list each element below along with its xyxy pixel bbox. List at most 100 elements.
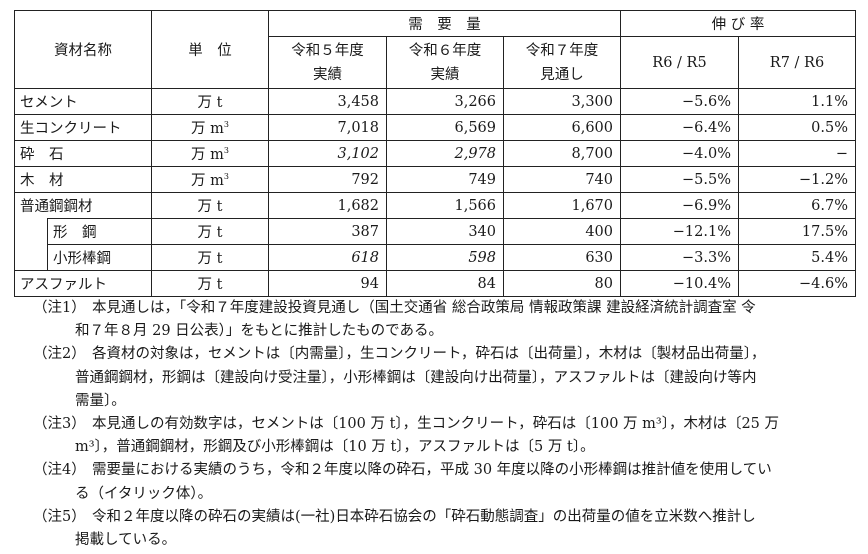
unit: 万 m3 — [151, 166, 269, 193]
r6-value: 749 — [386, 166, 504, 193]
growth-r7-r6: −4.6% — [738, 270, 856, 297]
r5-value-estimated: 618 — [268, 244, 387, 271]
table-row: セメント 万 t 3,458 3,266 3,300 −5.6% 1.1% — [14, 88, 856, 115]
note-label: （注1） — [33, 300, 86, 316]
note-line: 各資材の対象は，セメントは〔内需量〕，生コンクリート，砕石は〔出荷量〕，木材は〔… — [92, 346, 766, 363]
r6-value: 1,566 — [386, 192, 504, 219]
growth-r6-r5: −3.3% — [620, 244, 739, 271]
growth-r7-r6: 5.4% — [738, 244, 856, 271]
unit: 万 m3 — [151, 114, 269, 141]
material-name: 形 鋼 — [47, 218, 152, 245]
note-line: 本見通しは，「令和７年度建設投資見通し（国土交通省 総合政策局 情報政策課 建設… — [92, 300, 756, 316]
note-label: （注3） — [33, 416, 86, 433]
r6-value: 84 — [386, 270, 504, 297]
note-3: （注3） 本見通しの有効数字は，セメントは〔100 万 t〕，生コンクリート，砕… — [33, 413, 863, 459]
unit: 万 t — [151, 270, 269, 297]
r7-value: 630 — [503, 244, 621, 271]
header-unit: 単 位 — [151, 10, 269, 89]
growth-r6-r5: −10.4% — [620, 270, 739, 297]
r7-value: 3,300 — [503, 88, 621, 115]
header-r5-line2: 実績 — [313, 66, 342, 83]
r5-value: 1,682 — [268, 192, 387, 219]
r6-value: 3,266 — [386, 88, 504, 115]
unit-text: 万 m — [191, 173, 224, 189]
header-r7-line1: 令和７年度 — [525, 42, 599, 59]
header-r5-line1: 令和５年度 — [291, 42, 364, 59]
header-r7: 令和７年度見通し — [503, 36, 621, 89]
unit-superscript: 3 — [223, 172, 229, 181]
header-r6-r5: R6 / R5 — [620, 36, 739, 89]
header-r5: 令和５年度実績 — [268, 36, 387, 89]
note-2: （注2） 各資材の対象は，セメントは〔内需量〕，生コンクリート，砕石は〔出荷量〕… — [33, 343, 863, 413]
material-name: 木 材 — [14, 166, 152, 193]
header-row-2: 令和５年度 実績 令和６年度 実績 令和７年度 見通し R6 / R5 R7 / R6 — [15, 36, 856, 89]
growth-r6-r5: −12.1% — [620, 218, 739, 245]
note-line: 普通鋼鋼材，形鋼は〔建設向け受注量〕，小形棒鋼は〔建設向け出荷量〕，アスファルト… — [75, 369, 757, 386]
r5-value: 3,458 — [268, 88, 387, 115]
unit: 万 t — [151, 244, 269, 271]
r5-value: 7,018 — [268, 114, 387, 141]
table-row: 生コンクリート 万 m3 7,018 6,569 6,600 −6.4% 0.5… — [14, 114, 856, 141]
growth-r6-r5: −5.5% — [620, 166, 739, 193]
header-demand: 需 要 量 — [268, 10, 621, 37]
r6-value-estimated: 2,978 — [386, 140, 504, 167]
header-r6: 令和６年度 実績 — [386, 36, 504, 89]
r6-value: 340 — [386, 218, 504, 245]
r5-value: 792 — [268, 166, 387, 193]
r6-value: 6,569 — [386, 114, 504, 141]
subcategory-indent — [14, 218, 48, 271]
note-line: る（イタリック体）。 — [75, 485, 213, 502]
construction-materials-table: 資材名称 単 位 需 要 量 伸 び 率 令和５年度実績 令和６年度 実績 令和７… — [14, 10, 856, 297]
material-name: 普通鋼鋼材 — [14, 192, 152, 219]
material-name: 砕 石 — [14, 140, 152, 167]
unit: 万 t — [151, 192, 269, 219]
r7-value: 6,600 — [503, 114, 621, 141]
table-row: 形 鋼 万 t 387 340 400 −12.1% 17.5% — [14, 218, 856, 271]
note-label: （注2） — [33, 346, 86, 363]
note-4: （注4） 需要量における実績のうち，令和２年度以降の砕石，平成 30 年度以降の… — [33, 459, 863, 505]
header-r6-line2: 実績 — [430, 66, 460, 83]
r7-value: 740 — [503, 166, 621, 193]
growth-r6-r5: −5.6% — [620, 88, 739, 115]
header-row-1: 資材名称 単 位 需 要 量 伸 び 率 — [14, 10, 856, 89]
unit-text: 万 m — [191, 121, 224, 137]
note-line: 掲載している。 — [75, 532, 177, 549]
material-name: アスファルト — [14, 270, 152, 297]
r6-value-estimated: 598 — [386, 244, 504, 271]
header-growth: 伸 び 率 — [620, 10, 856, 37]
growth-r6-r5: −6.4% — [620, 114, 739, 141]
note-label: （注4） — [33, 462, 86, 479]
growth-r7-r6: 1.1% — [738, 88, 856, 115]
r5-value: 94 — [268, 270, 387, 297]
header-r7-line2: 見通し — [540, 66, 584, 83]
unit: 万 t — [151, 218, 269, 245]
r7-value: 400 — [503, 218, 621, 245]
table-row: 小形棒鋼 万 t 618 598 630 −3.3% 5.4% — [15, 244, 856, 271]
unit-text: 万 m — [191, 147, 224, 163]
material-name: 小形棒鋼 — [47, 244, 152, 271]
unit: 万 m3 — [151, 140, 269, 167]
growth-r7-r6: −1.2% — [738, 166, 856, 193]
notes: （注1） 本見通しは，「令和７年度建設投資見通し（国土交通省 総合政策局 情報政… — [33, 297, 863, 552]
unit-superscript: 3 — [223, 120, 229, 129]
growth-r7-r6: 6.7% — [738, 192, 856, 219]
r7-value: 8,700 — [503, 140, 621, 167]
table-row: アスファルト 万 t 94 84 80 −10.4% −4.6% — [14, 270, 856, 297]
r5-value-estimated: 3,102 — [268, 140, 387, 167]
r5-value: 387 — [268, 218, 387, 245]
note-line: 和７年８月 29 日公表）」をもとに推計したものである。 — [75, 323, 443, 340]
note-label: （注5） — [33, 508, 86, 525]
growth-r7-r6: − — [738, 140, 856, 167]
note-1: （注1） 本見通しは，「令和７年度建設投資見通し（国土交通省 総合政策局 情報政… — [33, 297, 863, 343]
note-line: 本見通しの有効数字は，セメントは〔100 万 t〕，生コンクリート，砕石は〔10… — [92, 416, 780, 433]
material-name: セメント — [14, 88, 152, 115]
note-line: m³〕，普通鋼鋼材，形鋼及び小形棒鋼は〔10 万 t〕，アスファルトは〔5 万 … — [75, 439, 595, 456]
r7-value: 80 — [503, 270, 621, 297]
growth-r7-r6: 0.5% — [738, 114, 856, 141]
material-name: 生コンクリート — [14, 114, 152, 141]
note-line: 令和２年度以降の砕石の実績は(一社)日本砕石協会の「砕石動態調査」の出荷量の値を… — [92, 508, 756, 525]
unit-superscript: 3 — [223, 146, 229, 155]
table-row: 砕 石 万 m3 3,102 2,978 8,700 −4.0% − — [14, 140, 856, 167]
table-row: 木 材 万 m3 792 749 740 −5.5% −1.2% — [14, 166, 856, 193]
note-line: 需量〕。 — [75, 392, 126, 409]
